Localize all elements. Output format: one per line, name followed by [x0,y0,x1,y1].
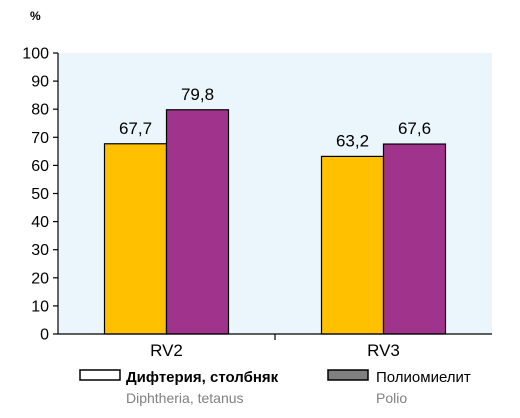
y-axis: 0 10 20 30 40 50 60 70 80 90 100 [22,46,59,344]
legend-label-series-1: Дифтерия, столбняк [126,369,279,386]
bar-rv3-series-1 [320,155,385,335]
y-tick-label: 30 [31,242,49,259]
y-tick-label: 40 [31,214,49,231]
y-tick-label: 80 [31,102,49,119]
y-tick-label: 50 [31,186,49,203]
x-category-label: RV2 [150,341,183,360]
legend: Дифтерия, столбняк Diphtheria, tetanus Пол… [79,369,471,406]
data-label: 63,2 [336,131,369,150]
y-tick-label: 70 [31,130,49,147]
y-tick-label: 10 [31,298,49,315]
data-label: 79,8 [181,85,214,104]
x-category-label: RV3 [367,341,400,360]
x-axis: RV2 RV3 [58,333,492,360]
data-label: 67,7 [119,119,152,138]
y-unit-label: % [30,9,41,23]
legend-sublabel-series-1: Diphtheria, tetanus [126,390,244,406]
legend-swatch-series-2 [327,369,369,381]
legend-label-series-2: Полиомиелит [376,369,471,386]
legend-sublabel-series-2: Polio [376,390,407,406]
y-tick-label: 100 [22,46,49,63]
y-tick-label: 0 [40,327,49,344]
y-tick-label: 20 [31,270,49,287]
y-tick-label: 60 [31,158,49,175]
bar-rv3-series-2 [382,143,447,335]
bar-rv2-series-1 [103,143,168,335]
bars [103,109,447,335]
data-label: 67,6 [398,119,431,138]
y-tick-label: 90 [31,74,49,91]
data-labels: 67,7 79,8 63,2 67,6 [119,85,431,151]
bar-rv2-series-2 [165,109,230,335]
legend-swatch-series-1 [79,369,121,381]
